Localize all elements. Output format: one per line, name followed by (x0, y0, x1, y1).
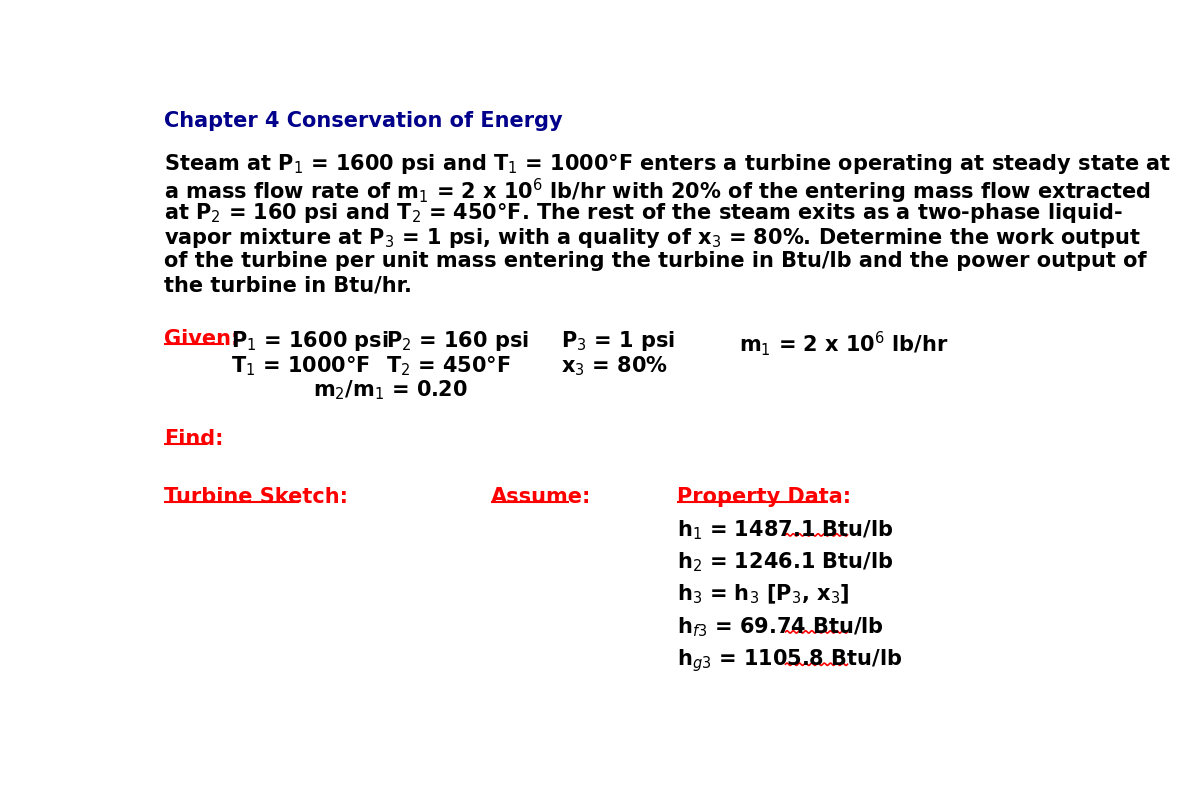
Text: Property Data:: Property Data: (677, 487, 851, 507)
Text: x$_3$ = 80%: x$_3$ = 80% (560, 354, 667, 378)
Text: P$_3$ = 1 psi: P$_3$ = 1 psi (560, 329, 674, 353)
Text: a mass flow rate of m$_1$ = 2 x 10$^6$ lb/hr with 20% of the entering mass flow : a mass flow rate of m$_1$ = 2 x 10$^6$ l… (164, 177, 1151, 206)
Text: of the turbine per unit mass entering the turbine in Btu/lb and the power output: of the turbine per unit mass entering th… (164, 251, 1146, 271)
Text: m$_1$ = 2 x 10$^6$ lb/hr: m$_1$ = 2 x 10$^6$ lb/hr (739, 329, 949, 358)
Text: Find:: Find: (164, 430, 223, 449)
Text: T$_2$ = 450°F: T$_2$ = 450°F (386, 354, 511, 378)
Text: Steam at P$_1$ = 1600 psi and T$_1$ = 1000°F enters a turbine operating at stead: Steam at P$_1$ = 1600 psi and T$_1$ = 10… (164, 152, 1171, 176)
Text: h$_3$ = h$_3$ [P$_3$, x$_3$]: h$_3$ = h$_3$ [P$_3$, x$_3$] (677, 582, 850, 606)
Text: Assume:: Assume: (491, 487, 592, 507)
Text: Chapter 4 Conservation of Energy: Chapter 4 Conservation of Energy (164, 112, 563, 131)
Text: the turbine in Btu/hr.: the turbine in Btu/hr. (164, 275, 412, 295)
Text: vapor mixture at P$_3$ = 1 psi, with a quality of x$_3$ = 80%. Determine the wor: vapor mixture at P$_3$ = 1 psi, with a q… (164, 226, 1141, 250)
Text: Given:: Given: (164, 329, 239, 349)
Text: h$_{g3}$ = 1105.8 Btu/lb: h$_{g3}$ = 1105.8 Btu/lb (677, 647, 902, 674)
Text: h$_{f3}$ = 69.74 Btu/lb: h$_{f3}$ = 69.74 Btu/lb (677, 615, 884, 638)
Text: T$_1$ = 1000°F: T$_1$ = 1000°F (232, 354, 371, 378)
Text: P$_2$ = 160 psi: P$_2$ = 160 psi (386, 329, 529, 353)
Text: m$_2$/m$_1$ = 0.20: m$_2$/m$_1$ = 0.20 (313, 379, 468, 402)
Text: h$_2$ = 1246.1 Btu/lb: h$_2$ = 1246.1 Btu/lb (677, 550, 893, 574)
Text: at P$_2$ = 160 psi and T$_2$ = 450°F. The rest of the steam exits as a two-phase: at P$_2$ = 160 psi and T$_2$ = 450°F. Th… (164, 201, 1123, 225)
Text: P$_1$ = 1600 psi: P$_1$ = 1600 psi (232, 329, 389, 353)
Text: Turbine Sketch:: Turbine Sketch: (164, 487, 348, 507)
Text: h$_1$ = 1487.1 Btu/lb: h$_1$ = 1487.1 Btu/lb (677, 518, 893, 541)
